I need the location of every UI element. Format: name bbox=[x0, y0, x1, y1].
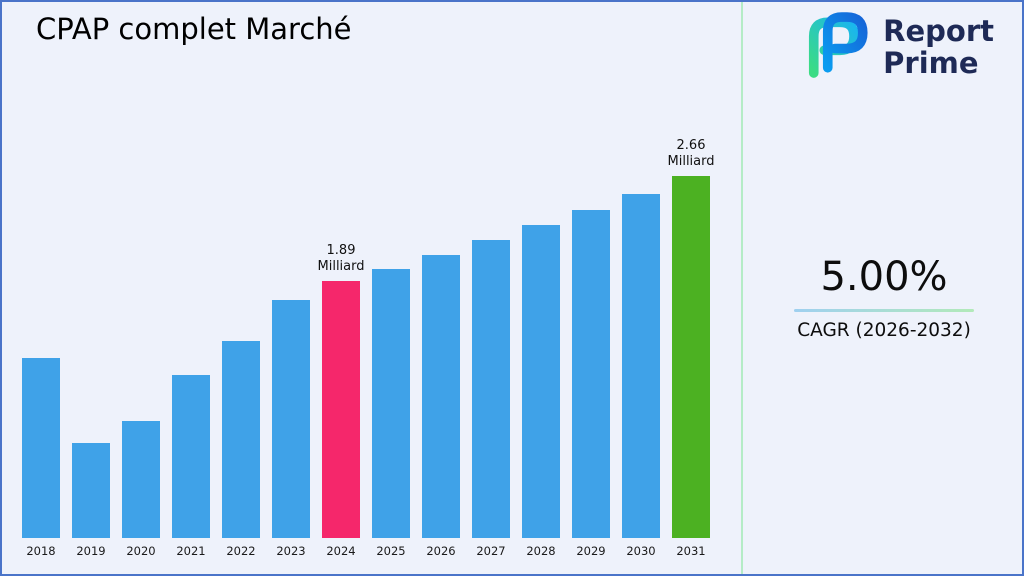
bar-2026 bbox=[422, 255, 460, 538]
bar-2018 bbox=[22, 358, 60, 538]
bar-value-label-2031: 2.66 Milliard bbox=[667, 138, 715, 169]
bar-2029 bbox=[572, 210, 610, 538]
x-tick-label-2029: 2029 bbox=[576, 544, 606, 558]
bar-group-2029: 2029 bbox=[566, 130, 616, 560]
bar-2028 bbox=[522, 225, 560, 538]
x-tick-label-2021: 2021 bbox=[176, 544, 206, 558]
x-tick-label-2030: 2030 bbox=[626, 544, 656, 558]
cagr-panel: 5.00% CAGR (2026-2032) bbox=[764, 254, 1004, 341]
x-tick-label-2020: 2020 bbox=[126, 544, 156, 558]
cagr-label: CAGR (2026-2032) bbox=[797, 320, 971, 341]
bar-group-2026: 2026 bbox=[416, 130, 466, 560]
bar-2020 bbox=[122, 421, 160, 538]
bar-group-2021: 2021 bbox=[166, 130, 216, 560]
x-tick-label-2025: 2025 bbox=[376, 544, 406, 558]
bar-group-2019: 2019 bbox=[66, 130, 116, 560]
bar-group-2030: 2030 bbox=[616, 130, 666, 560]
bar-2022 bbox=[222, 341, 260, 538]
bar-group-2023: 2023 bbox=[266, 130, 316, 560]
logo-wordmark: Report Prime bbox=[883, 15, 994, 79]
report-prime-logo: Report Prime bbox=[791, 10, 994, 84]
x-tick-label-2018: 2018 bbox=[26, 544, 56, 558]
page-title: CPAP complet Marché bbox=[36, 12, 352, 46]
bar-group-2028: 2028 bbox=[516, 130, 566, 560]
bar-group-2031: 2.66 Milliard 2031 bbox=[666, 130, 716, 560]
logo-word-prime: Prime bbox=[883, 46, 979, 80]
x-tick-label-2019: 2019 bbox=[76, 544, 106, 558]
bar-group-2022: 2022 bbox=[216, 130, 266, 560]
bar-2023 bbox=[272, 300, 310, 538]
cagr-value: 5.00% bbox=[820, 254, 948, 300]
bar-2025 bbox=[372, 269, 410, 538]
x-tick-label-2027: 2027 bbox=[476, 544, 506, 558]
report-prime-logo-icon bbox=[791, 10, 875, 84]
bar-group-2018: 2018 bbox=[16, 130, 66, 560]
bar-2021 bbox=[172, 375, 210, 538]
x-tick-label-2028: 2028 bbox=[526, 544, 556, 558]
bar-2031 bbox=[672, 176, 710, 538]
bar-2019 bbox=[72, 443, 110, 538]
vertical-divider bbox=[741, 2, 743, 574]
cagr-underline bbox=[794, 309, 974, 312]
x-tick-label-2023: 2023 bbox=[276, 544, 306, 558]
x-tick-label-2026: 2026 bbox=[426, 544, 456, 558]
bar-value-label-2024: 1.89 Milliard bbox=[317, 243, 365, 274]
x-tick-label-2022: 2022 bbox=[226, 544, 256, 558]
logo-word-report: Report bbox=[883, 14, 994, 48]
bar-group-2025: 2025 bbox=[366, 130, 416, 560]
bar-2030 bbox=[622, 194, 660, 538]
bar-group-2020: 2020 bbox=[116, 130, 166, 560]
bar-chart: 2018 2019 2020 2021 2022 2023 1.89 Milliard 2024… bbox=[16, 130, 716, 560]
bar-2024 bbox=[322, 281, 360, 538]
bar-group-2027: 2027 bbox=[466, 130, 516, 560]
x-tick-label-2031: 2031 bbox=[676, 544, 706, 558]
bar-2027 bbox=[472, 240, 510, 538]
bar-group-2024: 1.89 Milliard 2024 bbox=[316, 130, 366, 560]
x-tick-label-2024: 2024 bbox=[326, 544, 356, 558]
